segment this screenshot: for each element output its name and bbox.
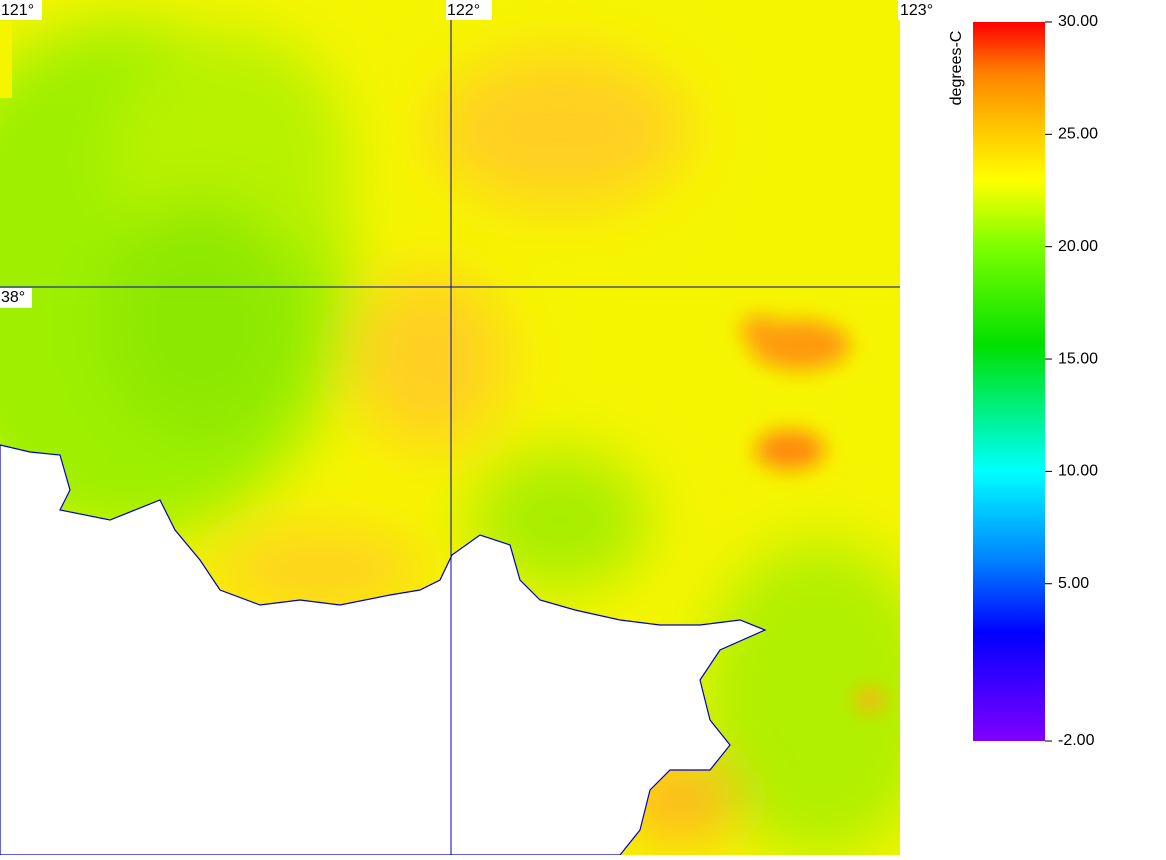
colorbar-tick-label: -2.00 (1058, 732, 1095, 749)
colorbar-tick-label: 30.00 (1058, 13, 1098, 30)
colorbar-tick-label: 15.00 (1058, 350, 1098, 367)
colorbar-tick-label: 20.00 (1058, 238, 1098, 255)
label-box (0, 0, 42, 20)
label-box (0, 288, 32, 308)
colorbar-tick-label: 10.00 (1058, 463, 1098, 480)
lon-label: 121° (1, 2, 34, 19)
lon-label: 123° (900, 2, 933, 19)
lon-label: 122° (447, 2, 480, 19)
colorbar-tick-label: 5.00 (1058, 575, 1089, 592)
label-box (446, 0, 492, 20)
lat-label: 38° (1, 289, 25, 306)
colorbar-label: degrees-C (948, 31, 965, 106)
label-box (898, 0, 944, 20)
colorbar-tick-label: 25.00 (1058, 126, 1098, 143)
colorbar: degrees-C (948, 22, 1045, 741)
colorbar-gradient (973, 22, 1045, 741)
land (0, 444, 767, 855)
sst-field (0, 0, 900, 855)
